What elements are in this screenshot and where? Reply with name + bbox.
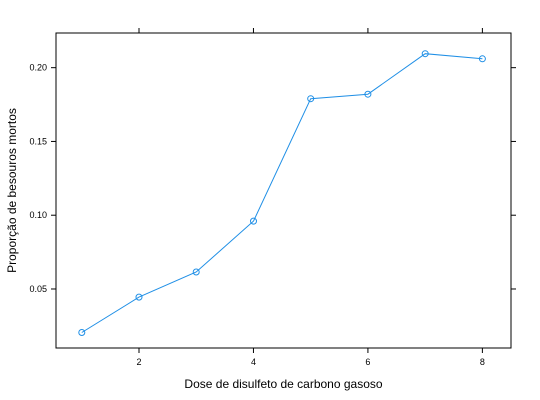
- data-point: [307, 95, 315, 103]
- plot-frame: [55, 32, 512, 349]
- series-line: [81, 53, 483, 333]
- x-tick-label: 2: [136, 357, 141, 367]
- y-axis-label: Proporção de besouros mortos: [5, 108, 19, 273]
- data-point: [78, 329, 86, 336]
- data-point: [421, 50, 429, 58]
- x-tick-label: 6: [365, 357, 370, 367]
- y-tick-label: 0.20: [29, 63, 47, 73]
- x-axis-ticks: 2 4 6 8: [136, 28, 485, 367]
- y-axis-ticks: 0.05 0.10 0.15 0.20: [29, 63, 516, 294]
- x-tick-label: 4: [251, 357, 256, 367]
- x-tick-label: 8: [480, 357, 485, 367]
- data-point: [478, 55, 486, 63]
- y-tick-label: 0.05: [29, 284, 47, 294]
- data-point: [250, 217, 257, 225]
- data-point: [364, 90, 372, 98]
- series-points: [78, 50, 486, 336]
- data-point: [135, 293, 143, 301]
- x-axis-label: Dose de disulfeto de carbono gasoso: [184, 377, 382, 391]
- y-tick-label: 0.15: [29, 136, 47, 146]
- data-point: [192, 268, 200, 276]
- y-tick-label: 0.10: [29, 210, 47, 220]
